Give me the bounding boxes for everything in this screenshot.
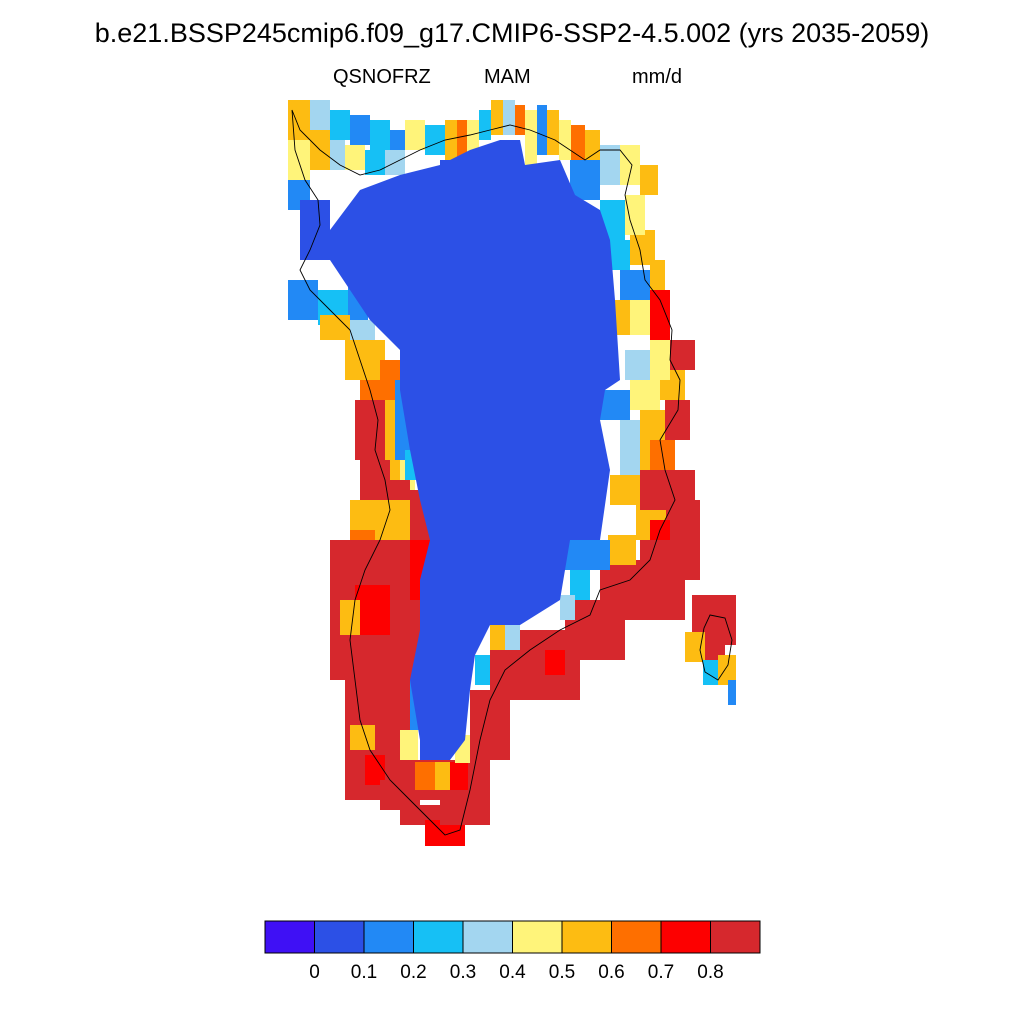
interior-ice bbox=[330, 140, 620, 760]
coastal-cells bbox=[288, 100, 700, 846]
season-label: MAM bbox=[484, 66, 531, 88]
colorbar-tick-label: 0.8 bbox=[697, 962, 724, 983]
colorbar-tick-label: 0.4 bbox=[499, 962, 526, 983]
units-label: mm/d bbox=[632, 66, 682, 88]
east-island-cells bbox=[685, 595, 736, 705]
variable-label: QSNOFRZ bbox=[333, 66, 431, 88]
colorbar-swatch bbox=[660, 920, 711, 954]
colorbar-swatch bbox=[363, 920, 414, 954]
colorbar-tick-label: 0 bbox=[309, 962, 320, 983]
colorbar-swatch bbox=[710, 920, 761, 954]
colorbar-swatch bbox=[512, 920, 563, 954]
colorbar-swatch bbox=[264, 920, 315, 954]
colorbar-tick-label: 0.1 bbox=[350, 962, 378, 983]
island-coastline bbox=[699, 614, 733, 681]
colorbar-swatch bbox=[462, 920, 513, 954]
colorbar-tick-label: 0.6 bbox=[598, 962, 625, 983]
colorbar-swatch bbox=[314, 920, 365, 954]
colorbar-swatch bbox=[413, 920, 464, 954]
coastline bbox=[291, 109, 681, 836]
colorbar-tick-label: 0.5 bbox=[548, 962, 576, 983]
colorbar-tick-label: 0.3 bbox=[449, 962, 477, 983]
colorbar-swatch bbox=[561, 920, 612, 954]
colorbar-tick-label: 0.2 bbox=[400, 962, 427, 983]
colorbar-tick-label: 0.7 bbox=[647, 962, 675, 983]
plot-title: b.e21.BSSP245cmip6.f09_g17.CMIP6-SSP2-4.… bbox=[94, 18, 930, 48]
colorbar-swatch bbox=[611, 920, 662, 954]
